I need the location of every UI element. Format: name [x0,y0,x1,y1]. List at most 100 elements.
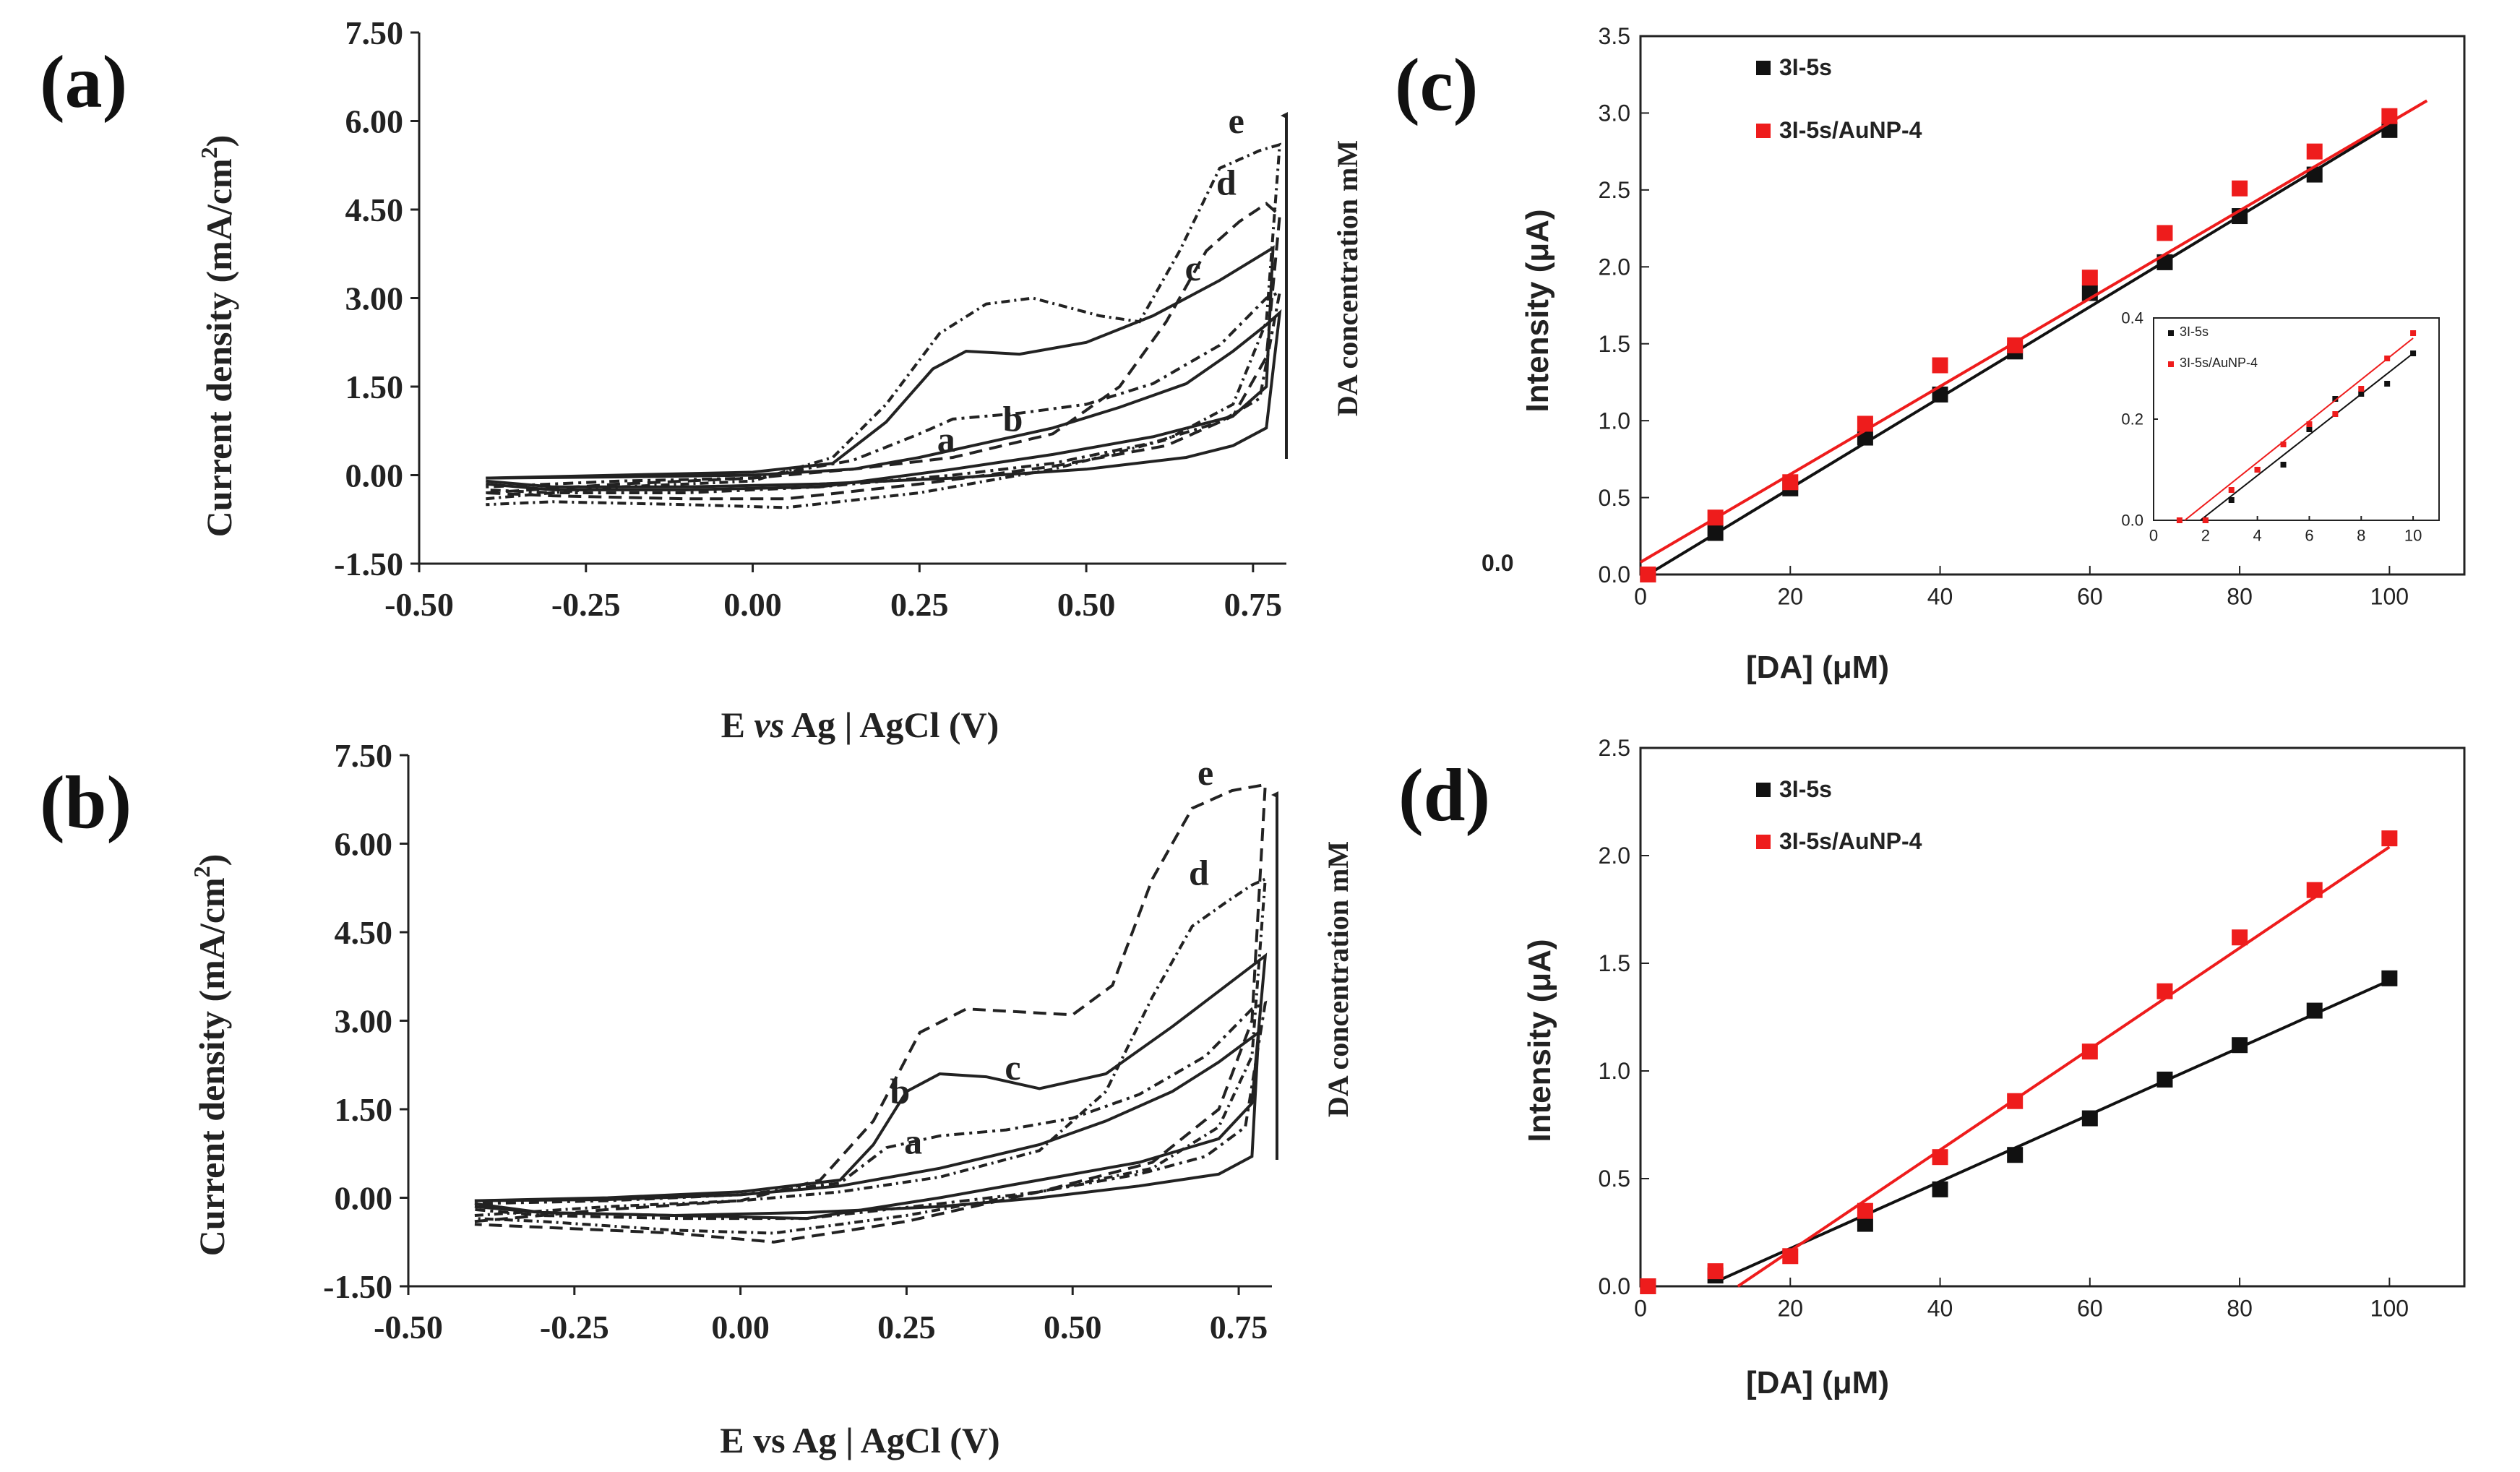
d-frame [1639,746,2466,1288]
a-x-tick-label: 0.75 [1224,586,1283,623]
chart-b-axes [400,754,1272,1295]
c-point-red [2381,108,2398,124]
c-inset-x-tick-label: 4 [2253,527,2262,545]
c-x-tick-label: 80 [2227,584,2253,610]
a-y-tick-label: 3.00 [345,280,404,317]
c-inset-y-tick-label: 0.0 [2121,512,2143,530]
d-point-black [2381,970,2398,986]
c-inset-legend-marker-black [2168,330,2174,336]
a-x-tick-label: 0.25 [890,586,949,623]
a-curve-label-d: d [1216,163,1237,203]
d-point-black [2156,1071,2173,1088]
c-inset-legend-marker-red [2168,361,2174,367]
b-x-tick-label: 0.75 [1210,1309,1268,1346]
chart-b-ylabel: Current density (mA/cm2) [189,854,232,1257]
d-point-black [1932,1181,1948,1197]
b-curve-label-d: d [1189,853,1209,893]
c-inset-x-tick-label: 6 [2305,527,2313,545]
d-x-tick-label: 60 [2077,1296,2103,1322]
chart-b-curves [474,783,1268,1244]
a-y-tick-label: 0.00 [345,457,404,494]
c-inset-fit-line-red [2184,337,2414,521]
c-inset-point-red [2332,411,2339,417]
c-inset-fit-line-black [2200,353,2414,521]
c-inset-legend-label-red: 3I-5s/AuNP-4 [2180,356,2258,370]
chart-c-xlabel: [DA] (μM) [1746,650,1889,685]
b-x-tick-label: 0.00 [711,1309,770,1346]
c-point-black [1707,525,1724,541]
chart-b-xlabel: E vs Ag | AgCl (V) [720,1420,999,1460]
chart-b-ylabel-main: Current density (mA/cm [192,877,232,1256]
b-curve-b [474,1000,1268,1221]
c-inset-y-tick-label: 0.2 [2121,410,2143,429]
b-y-tick-label: 4.50 [335,914,393,951]
d-x-tick-label: 80 [2227,1296,2253,1322]
c-inset-point-red [2306,421,2313,427]
a-curve-c [486,245,1275,491]
a-y-tick-label: 7.50 [345,14,404,51]
d-fit-line-black [1714,979,2391,1283]
d-y-tick-label: 2.5 [1599,735,1630,761]
chart-a-curve-labels: a b c de [937,100,1244,460]
b-y-tick-label: 1.50 [335,1091,393,1128]
b-curve-label-b: b [890,1071,910,1111]
a-x-tick-label: -0.50 [384,586,454,623]
b-x-tick-label: -0.50 [374,1309,443,1346]
c-point-red [2156,225,2173,241]
chart-c-legend-marker-black [1756,61,1771,75]
c-point-black [1932,386,1948,403]
c-inset-point-black [2332,396,2339,402]
panel-label-b: (b) [40,761,132,844]
chart-a-curves [486,142,1282,509]
d-point-red [1782,1248,1799,1265]
c-inset-point-black [2384,381,2391,387]
c-x-tick-label: 40 [1927,584,1953,610]
c-x-tick-label: 100 [2370,584,2409,610]
chart-b: -1.50 0.00 1.50 3.00 4.50 6.00 7.50 -0.50 -0.25 0… [189,737,1354,1460]
b-curve-label-a: a [904,1121,922,1161]
a-y-tick-label: 1.50 [345,369,404,405]
chart-d-legend-label-black: 3I-5s [1779,776,1832,802]
chart-c-legend-label-red: 3I-5s/AuNP-4 [1779,117,1922,143]
a-curve-b [486,289,1282,494]
c-inset-y-tick-label: 0.4 [2121,309,2143,327]
d-x-tick-label: 20 [1777,1296,1803,1322]
chart-b-curve-labels: ab c d e [890,752,1213,1161]
c-x-tick-label: 60 [2077,584,2103,610]
d-point-red [1857,1202,1873,1219]
c-fit-line-red [1639,99,2428,564]
c-inset-point-black [2306,426,2313,432]
b-x-tick-label: 0.25 [877,1309,936,1346]
d-point-red [2081,1043,2098,1060]
chart-a-ylabel-main: Current density (mA/cm [199,158,239,537]
chart-d: 0.0 0.5 1.0 1.5 2.0 2.5 0 20 40 60 80 100 Intensity… [1522,735,2466,1400]
c-point-red [2232,180,2248,197]
chart-b-arrow-label: DA concentration mM [1322,841,1354,1117]
c-y-tick-label: 3.0 [1599,100,1630,126]
chart-d-legend-label-red: 3I-5s/AuNP-4 [1779,828,1922,854]
c-inset-legend-label-black: 3I-5s [2180,324,2209,339]
chart-a-xlabel-part1: E [721,705,754,745]
d-x-tick-label: 40 [1927,1296,1953,1322]
b-y-tick-label: 0.00 [335,1180,393,1217]
d-point-red [1640,1278,1656,1294]
d-y-tick-label: 1.5 [1599,950,1630,976]
c-y-tick-label: 0.5 [1599,485,1630,511]
a-curve-d [486,202,1281,501]
b-y-tick-label: 6.00 [335,826,393,863]
b-curve-c [474,952,1268,1221]
d-point-black [2081,1110,2098,1127]
d-point-red [2381,830,2398,847]
chart-c-legend-label-black: 3I-5s [1779,54,1832,80]
a-x-tick-label: 0.00 [723,586,782,623]
a-curve-label-e: e [1229,100,1244,141]
c-y-tick-label: 1.5 [1599,331,1630,357]
chart-a-ylabel: Current density (mA/cm2) [196,135,239,538]
c-point-red [1782,474,1799,491]
chart-c: 0.00.51.01.52.02.53.03.50 20 40 60 80 100 0.0… [1482,23,2466,685]
a-y-tick-label: 4.50 [345,191,404,228]
d-point-red [2156,983,2173,999]
chart-a-axes [410,31,1286,572]
c-point-red [1857,416,1873,432]
chart-a-ylabel-close: ) [199,135,239,147]
